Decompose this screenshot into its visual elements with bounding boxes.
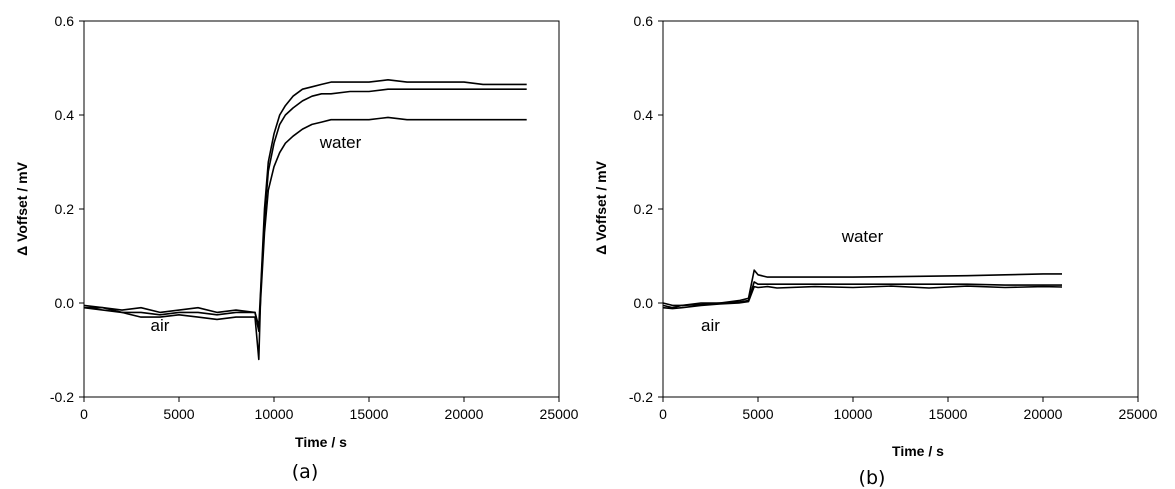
x-tick-label: 0 bbox=[80, 406, 88, 422]
x-tick-label: 15000 bbox=[350, 406, 389, 422]
series-line-2 bbox=[83, 88, 527, 361]
x-tick-label: 15000 bbox=[929, 406, 968, 422]
x-tick-label: 10000 bbox=[834, 406, 873, 422]
y-tick-label: 0.6 bbox=[55, 13, 75, 29]
ticks-a: 0 5000 10000 15000 20000 25000 0.6 0.4 0.2 0.0 -0.… bbox=[50, 13, 579, 422]
x-axis-title-b: Time / s bbox=[892, 443, 944, 459]
x-tick-label: 25000 bbox=[1119, 406, 1158, 422]
x-axis-title-a: Time / s bbox=[295, 434, 347, 450]
y-tick-label: 0.0 bbox=[55, 295, 75, 311]
ticks-b: 0 5000 10000 15000 20000 25000 0.6 0.4 0.2 0.0 -0.… bbox=[629, 13, 1158, 422]
y-tick-label: -0.2 bbox=[629, 389, 653, 405]
y-tick-label: 0.4 bbox=[634, 107, 654, 123]
x-tick-label: 25000 bbox=[540, 406, 579, 422]
x-tick-label: 0 bbox=[659, 406, 667, 422]
y-tick-label: 0.2 bbox=[634, 201, 654, 217]
annotation-air-b: air bbox=[701, 316, 720, 335]
x-tick-label: 10000 bbox=[255, 406, 294, 422]
annotation-water-a: water bbox=[319, 133, 362, 152]
x-tick-label: 5000 bbox=[163, 406, 194, 422]
panel-label-b: (b) bbox=[859, 467, 886, 489]
panel-label-a: (a) bbox=[292, 461, 318, 483]
annotation-water-b: water bbox=[841, 227, 884, 246]
series-line-3 bbox=[662, 285, 1063, 310]
panel-b: 0 5000 10000 15000 20000 25000 0.6 0.4 0.2 0.0 -0.… bbox=[593, 13, 1158, 489]
y-axis-title-b: Δ Voffset / mV bbox=[593, 160, 609, 254]
x-tick-label: 20000 bbox=[445, 406, 484, 422]
series-group-a bbox=[83, 79, 527, 361]
series-line-1 bbox=[83, 79, 527, 328]
y-tick-label: -0.2 bbox=[50, 389, 74, 405]
panel-a: 0 5000 10000 15000 20000 25000 0.6 0.4 0.2 0.0 -0.… bbox=[14, 13, 579, 483]
y-axis-title-a: Δ Voffset / mV bbox=[14, 161, 30, 255]
y-tick-label: 0.4 bbox=[55, 107, 75, 123]
x-tick-label: 5000 bbox=[742, 406, 773, 422]
series-line-2 bbox=[662, 281, 1062, 309]
series-group-b bbox=[662, 269, 1063, 310]
y-tick-label: 0.2 bbox=[55, 201, 75, 217]
y-tick-label: 0.0 bbox=[634, 295, 654, 311]
series-line-3 bbox=[84, 116, 527, 333]
x-tick-label: 20000 bbox=[1024, 406, 1063, 422]
annotation-air-a: air bbox=[151, 316, 170, 335]
plot-frame-b bbox=[662, 20, 1139, 398]
y-tick-label: 0.6 bbox=[634, 13, 654, 29]
plot-frame-a bbox=[83, 20, 560, 398]
series-line-1 bbox=[662, 269, 1062, 307]
